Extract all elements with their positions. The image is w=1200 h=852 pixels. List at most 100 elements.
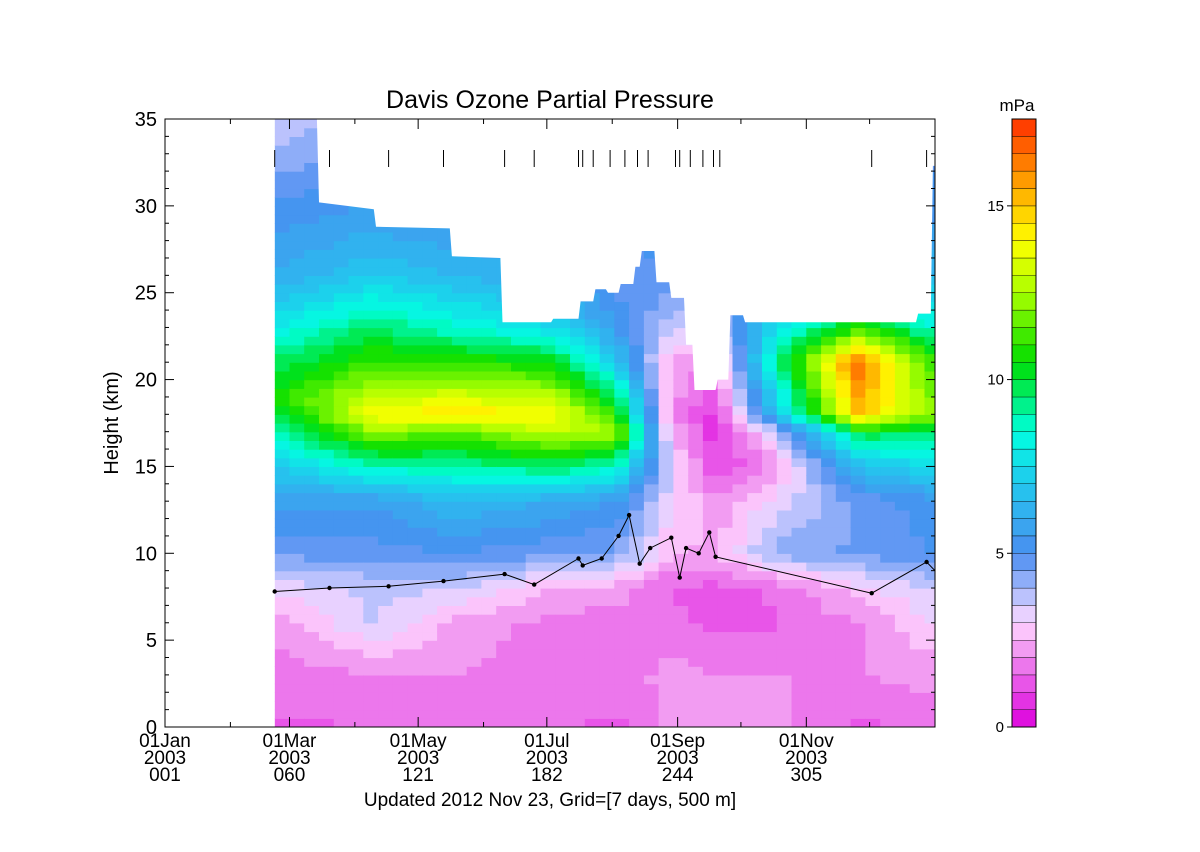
heat-cell [643, 284, 660, 294]
heat-cell [806, 353, 822, 363]
tropopause-point [648, 545, 653, 551]
heat-cell [363, 240, 379, 250]
heat-cell [909, 405, 926, 415]
heat-cell [791, 666, 807, 676]
heat-cell [658, 509, 674, 520]
heat-cell [378, 596, 394, 606]
heat-cell [614, 579, 630, 589]
heat-cell [865, 614, 881, 624]
heat-cell [909, 423, 926, 433]
heat-cell [673, 370, 689, 381]
heat-cell [584, 362, 601, 372]
heat-cell [762, 440, 778, 450]
heat-cell [717, 657, 734, 667]
heat-cell [835, 718, 852, 727]
heat-cell [584, 700, 601, 711]
heat-cell [629, 570, 645, 580]
heat-cell [806, 579, 822, 589]
heat-cell [289, 700, 305, 711]
heat-cell [274, 284, 291, 294]
heat-cell [599, 683, 615, 693]
x-tick-year: 2003 [785, 748, 827, 769]
heat-cell [289, 310, 305, 320]
heat-cell [584, 640, 601, 650]
heat-cell [850, 709, 866, 719]
heat-cell [702, 535, 719, 546]
x-tick-day: 060 [274, 765, 306, 786]
heat-cell [407, 414, 423, 424]
heat-cell [496, 692, 512, 702]
heat-cell [880, 327, 896, 337]
heat-cell [924, 362, 935, 372]
heat-cell [599, 431, 615, 441]
heat-cell [599, 501, 615, 511]
heat-cell [407, 440, 423, 450]
heat-cell [570, 657, 586, 667]
heat-cell [658, 379, 674, 389]
heat-cell [451, 388, 468, 398]
heat-cell [865, 318, 881, 329]
heat-cell [289, 553, 305, 563]
heat-cell [732, 405, 748, 415]
heat-cell [821, 527, 837, 537]
heat-cell [821, 674, 837, 685]
heat-cell [821, 405, 837, 415]
heat-cell [909, 535, 926, 546]
heat-cell [776, 588, 793, 598]
heat-cell [407, 718, 423, 727]
heat-cell [363, 588, 379, 598]
heat-cell [865, 709, 881, 719]
heat-cell [747, 527, 763, 537]
heat-cell [791, 535, 807, 546]
heat-cell [747, 674, 763, 685]
heat-cell [584, 553, 601, 563]
heat-cell [407, 423, 423, 433]
heat-cell [481, 509, 497, 520]
heat-cell [643, 718, 660, 727]
heat-cell [584, 648, 601, 659]
heat-cell [540, 362, 556, 372]
heat-cell [348, 614, 364, 624]
heat-cell [422, 527, 438, 537]
heat-cell [555, 648, 571, 659]
heat-cell [451, 596, 468, 606]
heat-cell [289, 562, 305, 572]
heat-cell [540, 388, 556, 398]
heat-cell [821, 683, 837, 693]
heat-cell [673, 440, 689, 450]
heat-cell [511, 344, 527, 355]
heat-cell [466, 310, 483, 320]
heat-cell [407, 553, 423, 563]
heat-cell [304, 275, 320, 285]
heat-cell [850, 640, 866, 650]
heat-cell [570, 440, 586, 450]
heat-cell [673, 475, 689, 485]
heat-cell [880, 640, 896, 650]
heat-cell [658, 544, 674, 554]
heat-cell [466, 631, 483, 641]
heat-cell [407, 405, 423, 415]
heat-cell [481, 310, 497, 320]
heat-cell [363, 414, 379, 424]
heat-cell [643, 344, 660, 355]
heat-cell [909, 674, 926, 685]
heat-cell [717, 466, 734, 476]
heat-cell [437, 570, 453, 580]
heat-cell [481, 492, 497, 502]
heat-cell [555, 622, 571, 633]
heat-cell [511, 553, 527, 563]
no-data-mask-top [274, 119, 935, 390]
colorbar-level [1011, 674, 1037, 693]
heat-cell [629, 362, 645, 372]
heat-cell [274, 162, 291, 172]
heat-cell [806, 336, 822, 346]
heat-cell [451, 258, 468, 268]
heat-cell [333, 344, 350, 355]
heat-cell [437, 631, 453, 641]
heat-cell [762, 648, 778, 659]
heat-cell [688, 509, 704, 520]
heat-cell [909, 457, 926, 467]
heat-cell [348, 457, 364, 467]
heat-cell [702, 666, 719, 676]
heat-cell [363, 370, 379, 381]
